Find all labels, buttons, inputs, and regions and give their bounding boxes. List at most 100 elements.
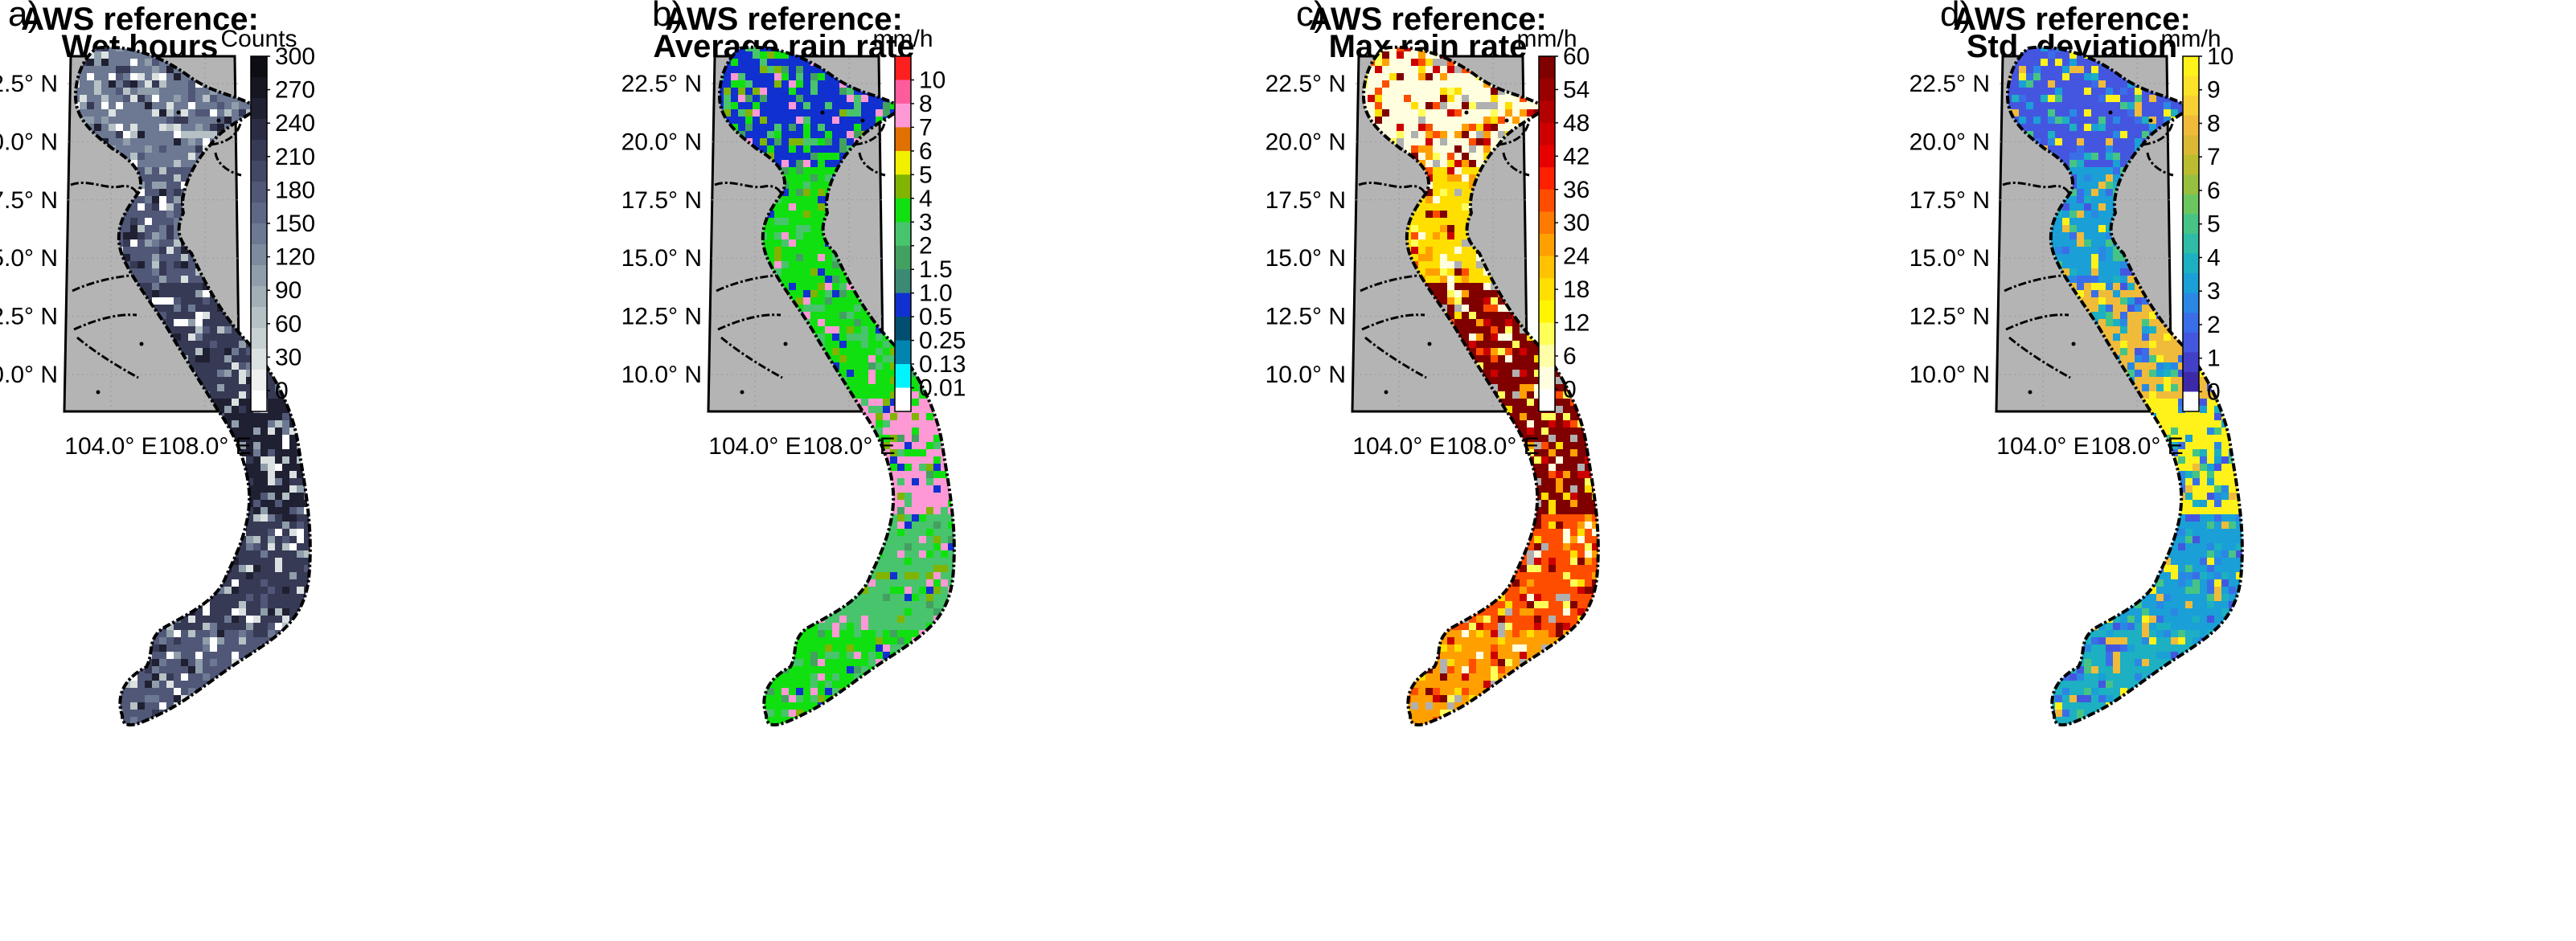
station-cell [789,203,797,211]
station-cell [253,572,261,580]
station-cell [87,594,95,602]
station-cell [839,88,847,96]
station-cell [239,420,247,428]
station-cell [818,211,826,219]
station-cell [861,319,869,327]
station-cell [145,681,153,689]
station-cell [304,435,310,443]
station-cell [76,558,80,566]
station-cell [774,218,782,226]
station-cell [268,420,276,428]
station-cell [80,485,88,493]
station-cell [137,724,146,726]
station-cell [130,652,138,660]
station-cell [304,420,310,428]
station-cell [94,420,102,428]
station-cell [101,710,109,718]
station-cell [195,95,203,103]
station-cell [854,362,862,370]
station-cell [145,95,153,103]
station-cell [268,738,276,747]
station-cell [246,348,254,356]
station-cell [268,399,276,407]
station-cell [297,500,305,508]
station-cell [304,731,312,739]
station-cell [130,218,138,226]
station-cell [275,471,283,479]
station-cell [289,522,297,530]
station-cell [159,594,167,602]
station-cell [181,167,189,175]
station-cell [282,695,290,703]
station-cell [210,673,218,681]
station-cell [159,529,167,537]
station-cell [174,261,182,269]
station-cell [152,536,160,544]
station-cell [181,659,189,667]
station-cell [289,666,297,674]
station-cell [181,261,189,269]
station-cell [941,117,949,125]
station-cell [883,225,891,233]
station-cell [810,211,818,219]
station-cell [210,579,218,587]
station-cell [181,493,189,501]
station-cell [217,688,225,696]
station-cell [224,384,232,392]
station-cell [854,305,862,313]
station-cell [253,666,261,674]
station-cell [275,652,283,660]
station-cell [217,377,225,385]
station-cell [304,710,310,718]
station-cell [246,666,254,674]
station-cell [933,182,941,190]
colorbar-segment [251,349,267,370]
station-cell [87,66,95,74]
station-cell [195,644,203,653]
station-cell [101,131,109,139]
station-cell [948,211,954,219]
station-cell [275,449,283,457]
station-cell [159,66,167,74]
station-cell [311,399,319,407]
station-cell [883,80,891,88]
station-cell [116,724,124,726]
station-cell [123,507,131,515]
station-cell [87,731,95,739]
station-cell [239,247,247,255]
station-cell [275,616,283,624]
station-cell [311,283,319,291]
station-cell [130,109,138,117]
station-cell [955,167,963,175]
station-cell [159,616,167,624]
station-cell [101,485,109,493]
station-cell [195,731,203,739]
station-cell [109,514,117,522]
station-cell [861,341,869,349]
station-cell [116,587,124,595]
station-cell [731,80,739,88]
station-cell [94,688,102,696]
station-cell [239,681,247,689]
station-cell [861,355,869,363]
station-cell [101,464,109,472]
station-cell [289,594,297,602]
station-cell [239,478,247,486]
station-cell [181,601,189,609]
station-cell [253,500,261,508]
station-cell [152,88,160,96]
station-cell [116,616,124,624]
station-cell [166,247,174,255]
station-cell [94,109,102,117]
station-cell [123,80,131,88]
station-cell [941,167,949,175]
station-cell [137,102,146,110]
station-cell [311,276,319,284]
station-cell [818,182,826,190]
station-cell [854,124,862,132]
station-cell [232,608,240,616]
station-cell [275,456,283,464]
station-cell [304,391,310,399]
station-cell [174,630,182,638]
station-cell [796,174,804,182]
